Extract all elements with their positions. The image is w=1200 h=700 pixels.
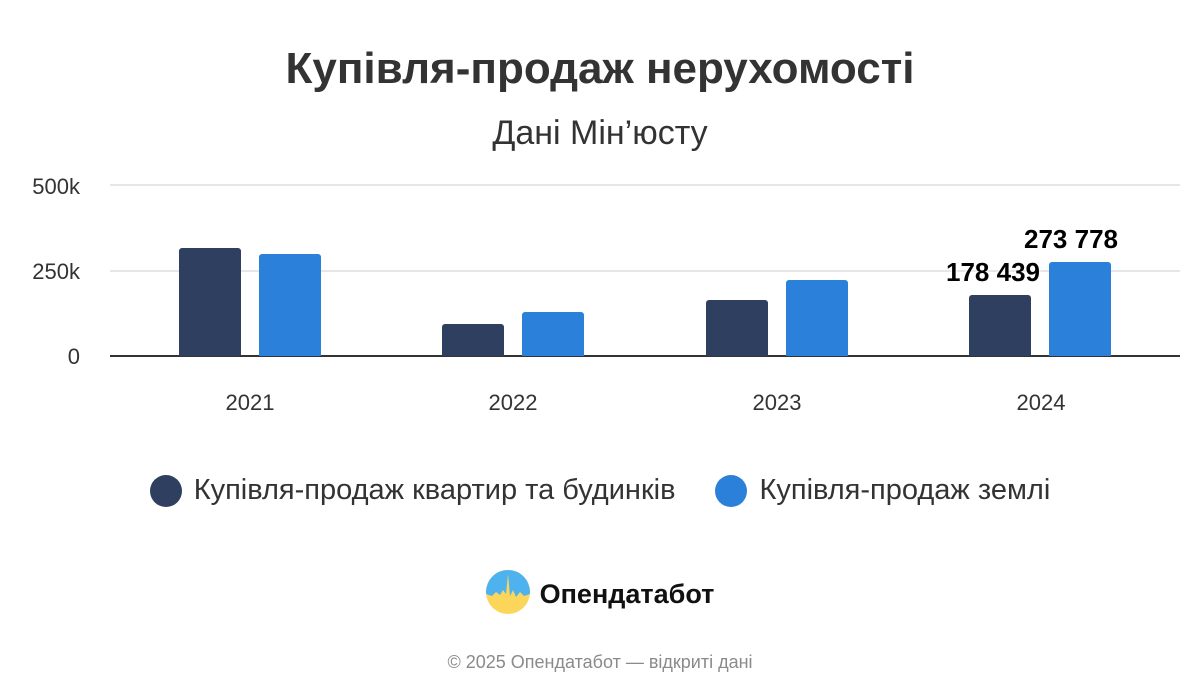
x-tick-2024: 2024 — [1016, 390, 1066, 415]
bar-2022-housing[interactable] — [442, 323, 504, 356]
x-tick-2021: 2021 — [225, 390, 275, 415]
opendatabot-logo-icon — [485, 570, 530, 619]
data-label-2024-land: 273 778 — [1024, 224, 1118, 254]
page-subtitle: Дані Мін’юсту — [492, 114, 708, 152]
gridline-250k — [110, 270, 1180, 272]
bar-2021-land[interactable] — [259, 254, 321, 356]
data-label-2024-housing: 178 439 — [946, 257, 1040, 287]
bar-2023-housing[interactable] — [706, 299, 768, 356]
footer-copyright: © 2025 Опендатабот — відкриті дані — [447, 652, 753, 672]
legend-item-housing[interactable]: Купівля-продаж квартир та будинків — [149, 474, 676, 507]
x-axis-line — [110, 355, 1180, 357]
gridline-500k — [110, 184, 1180, 186]
x-tick-2022: 2022 — [488, 390, 538, 415]
y-tick-500k: 500k — [32, 174, 80, 199]
bar-chart: 500k 250k 0 2021 2022 2023 2024 178 439 … — [32, 174, 1180, 415]
bar-2022-land[interactable] — [522, 311, 584, 356]
bar-2023-land[interactable] — [786, 280, 848, 356]
legend-label-land: Купівля-продаж землі — [759, 474, 1051, 506]
legend: Купівля-продаж квартир та будинків Купів… — [0, 474, 1200, 507]
legend-label-housing: Купівля-продаж квартир та будинків — [193, 474, 676, 506]
bar-2021-housing[interactable] — [179, 247, 241, 356]
bar-2024-housing[interactable] — [969, 294, 1031, 356]
bar-2024-land[interactable] — [1049, 262, 1111, 356]
legend-swatch-land — [715, 474, 748, 507]
y-tick-250k: 250k — [32, 259, 80, 284]
y-tick-0: 0 — [67, 344, 80, 369]
legend-swatch-housing — [149, 474, 182, 507]
page-title: Купівля-продаж нерухомості — [285, 44, 915, 93]
legend-item-land[interactable]: Купівля-продаж землі — [715, 474, 1050, 507]
brand-name: Опендатабот — [539, 579, 715, 609]
brand-logo: Опендатабот — [0, 570, 1200, 619]
x-tick-2023: 2023 — [752, 390, 802, 415]
